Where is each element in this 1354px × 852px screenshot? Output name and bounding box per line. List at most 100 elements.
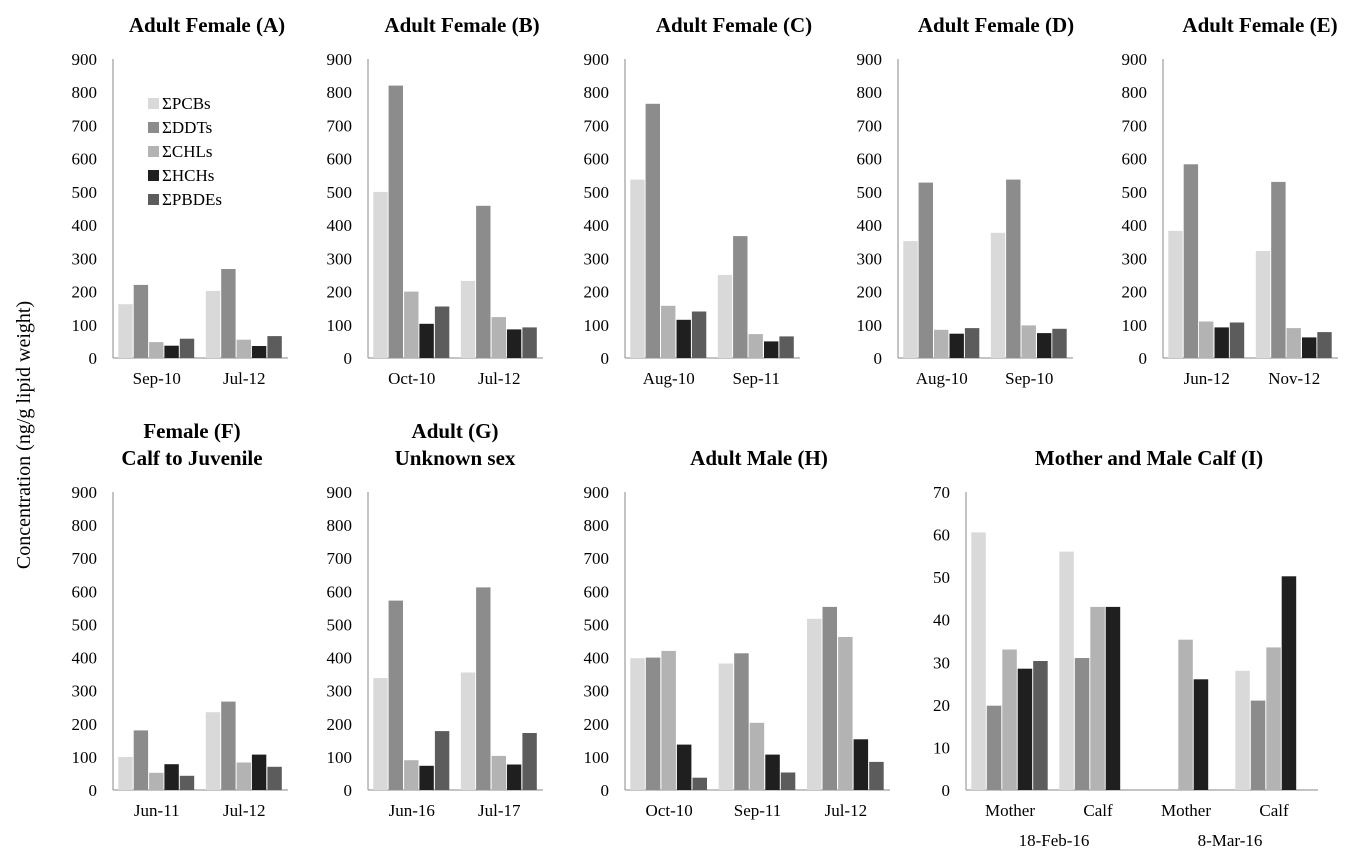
bar	[1193, 679, 1209, 790]
x-tick-label: Jun-12	[1184, 369, 1230, 388]
x-tick-label: Mother	[985, 801, 1035, 820]
y-tick-label: 100	[1122, 316, 1148, 335]
x-tick-label: Sep-11	[734, 801, 782, 820]
bar	[267, 766, 282, 790]
y-tick-label: 400	[857, 216, 883, 235]
bar	[1271, 181, 1286, 358]
y-tick-label: 800	[857, 83, 883, 102]
bar	[718, 663, 734, 790]
bar	[267, 336, 282, 358]
y-tick-label: 900	[327, 50, 353, 69]
bar	[748, 334, 763, 358]
legend-entry: ΣPBDEs	[162, 190, 222, 209]
legend-swatch	[148, 98, 159, 109]
bar	[807, 618, 822, 790]
legend-swatch	[148, 122, 159, 133]
y-tick-label: 900	[1122, 50, 1148, 69]
bar	[506, 764, 522, 790]
y-tick-label: 0	[1139, 349, 1148, 368]
bar	[1074, 658, 1090, 790]
y-tick-label: 0	[344, 349, 353, 368]
x-tick-label: Jun-11	[134, 801, 180, 820]
bar	[251, 754, 267, 790]
y-tick-label: 100	[584, 316, 610, 335]
y-tick-label: 0	[344, 781, 353, 800]
bar	[1052, 328, 1067, 358]
y-tick-label: 10	[933, 738, 950, 757]
y-tick-label: 100	[857, 316, 883, 335]
y-tick-label: 900	[584, 483, 610, 502]
y-tick-label: 800	[327, 83, 353, 102]
bar	[1250, 700, 1266, 790]
bar	[749, 722, 765, 790]
y-tick-label: 800	[72, 83, 98, 102]
chart-title: Adult Female (B)	[384, 13, 539, 37]
y-tick-label: 200	[584, 715, 610, 734]
y-tick-label: 400	[72, 216, 98, 235]
y-tick-label: 100	[72, 316, 98, 335]
legend-swatch	[148, 146, 159, 157]
y-tick-label: 300	[584, 682, 610, 701]
y-tick-label: 400	[584, 216, 610, 235]
y-tick-label: 500	[584, 615, 610, 634]
bar	[661, 650, 676, 790]
bar	[460, 280, 476, 358]
bar	[1006, 179, 1021, 358]
y-tick-label: 300	[857, 249, 883, 268]
y-tick-label: 50	[933, 568, 950, 587]
y-tick-label: 900	[327, 483, 353, 502]
y-tick-label: 100	[584, 748, 610, 767]
y-tick-label: 400	[1122, 216, 1148, 235]
legend-swatch	[148, 194, 159, 205]
y-tick-label: 500	[72, 183, 98, 202]
y-tick-label: 500	[327, 183, 353, 202]
y-tick-label: 0	[942, 781, 951, 800]
y-tick-label: 100	[327, 748, 353, 767]
x-tick-label: Oct-10	[646, 801, 693, 820]
x-tick-label: Calf	[1083, 801, 1113, 820]
bar	[964, 328, 980, 358]
chart-title: Unknown sex	[395, 446, 516, 470]
bar	[949, 333, 964, 358]
bar	[822, 606, 837, 790]
bar	[164, 345, 179, 358]
y-tick-label: 0	[874, 349, 883, 368]
y-tick-label: 500	[584, 183, 610, 202]
bar	[506, 329, 522, 358]
y-tick-label: 700	[327, 116, 353, 135]
legend-entry: ΣDDTs	[162, 118, 212, 137]
bar	[434, 306, 450, 358]
y-tick-label: 0	[89, 349, 98, 368]
x-tick-label: Sep-10	[1005, 369, 1053, 388]
bar	[522, 327, 537, 358]
bar	[691, 311, 707, 358]
chart-title: Adult Female (C)	[656, 13, 812, 37]
bar	[692, 777, 707, 790]
x-tick-label: Sep-10	[133, 369, 181, 388]
bar	[118, 304, 133, 358]
y-tick-label: 900	[857, 50, 883, 69]
bar	[373, 678, 388, 790]
bar	[1002, 649, 1017, 790]
bar	[419, 323, 434, 358]
y-tick-label: 600	[327, 150, 353, 169]
chart-panel: Adult Female (E) 0 100 200 300 400 500 600 700 80…	[1122, 13, 1338, 388]
x-tick-label: Mother	[1161, 801, 1211, 820]
y-tick-label: 900	[72, 50, 98, 69]
bar	[733, 236, 748, 358]
y-tick-label: 700	[72, 116, 98, 135]
y-tick-label: 300	[327, 249, 353, 268]
bar	[491, 755, 506, 790]
bar	[990, 232, 1006, 358]
bar	[1168, 230, 1183, 358]
bar	[1302, 337, 1317, 358]
x-tick-label: Calf	[1259, 801, 1289, 820]
y-tick-label: 600	[327, 582, 353, 601]
chart-title: Adult Female (E)	[1182, 13, 1337, 37]
bar	[1033, 661, 1048, 790]
bar	[1317, 332, 1332, 358]
x-tick-label: Jul-12	[478, 369, 521, 388]
y-tick-label: 100	[72, 748, 98, 767]
y-tick-label: 300	[584, 249, 610, 268]
